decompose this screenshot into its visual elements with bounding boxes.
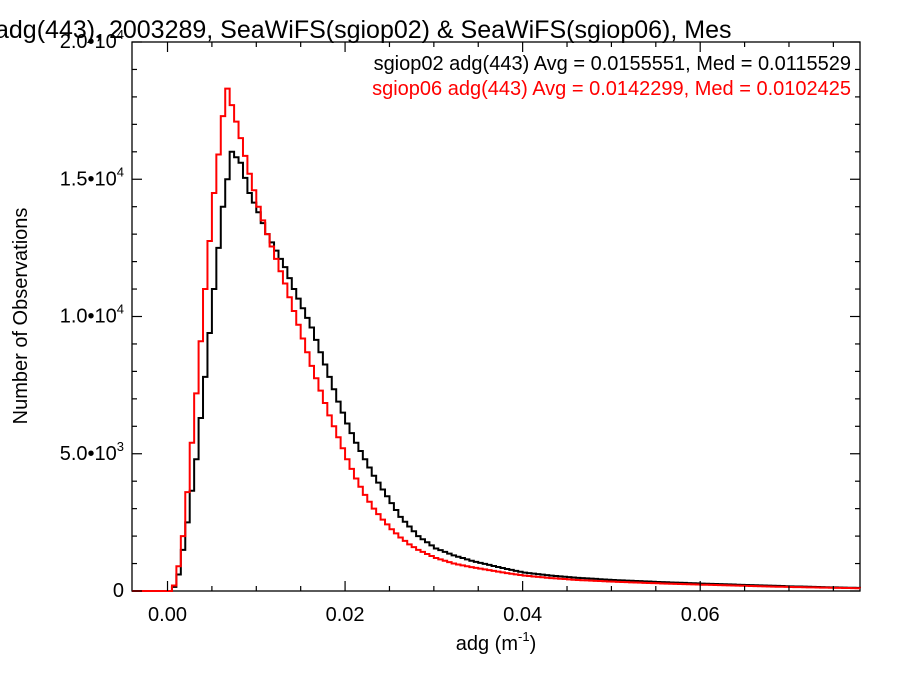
x-tick-label: 0.02 — [326, 604, 365, 626]
ticks-layer: 0.00 0.02 0.04 0.06 0 5.0•103 1.0•104 1.5•104 2.… — [60, 27, 860, 626]
y-axis-title: Number of Observations — [10, 208, 32, 425]
series-line-sgiop02 — [132, 150, 861, 592]
series-layer — [132, 87, 861, 592]
x-tick-label: 0.00 — [148, 604, 187, 626]
y-tick-label: 0 — [113, 580, 124, 602]
y-tick-label: 2.0•104 — [60, 27, 124, 53]
chart-title: adg(443), 2003289, SeaWiFS(sgiop02) & Se… — [0, 16, 731, 44]
plot-frame — [131, 41, 861, 592]
y-tick-label: 5.0•103 — [60, 439, 124, 465]
x-axis-title: adg (m-1) — [456, 629, 536, 655]
legend-entry-sgiop02: sgiop02 adg(443) Avg = 0.0155551, Med = … — [374, 53, 851, 75]
x-tick-label: 0.06 — [681, 604, 720, 626]
y-tick-label: 1.5•104 — [60, 164, 124, 190]
x-tick-label: 0.04 — [503, 604, 542, 626]
series-line-sgiop06 — [132, 87, 861, 592]
y-tick-label: 1.0•104 — [60, 302, 124, 328]
legend-entry-sgiop06: sgiop06 adg(443) Avg = 0.0142299, Med = … — [372, 78, 851, 100]
legend: sgiop02 adg(443) Avg = 0.0155551, Med = … — [372, 53, 851, 100]
